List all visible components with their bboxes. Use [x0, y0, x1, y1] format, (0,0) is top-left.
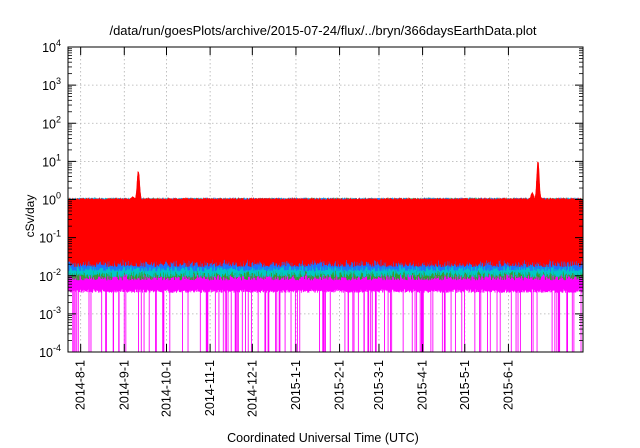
- series-0-top: [67, 161, 584, 203]
- chart-title: /data/run/goesPlots/archive/2015-07-24/f…: [109, 23, 536, 38]
- x-tick-label: 2014-9-1: [117, 360, 131, 410]
- y-tick-label: 10-1: [39, 229, 61, 246]
- x-tick-label: 2015-3-1: [372, 360, 386, 410]
- x-tick-label: 2015-2-1: [333, 360, 347, 410]
- x-tick-label: 2014-12-1: [245, 360, 259, 417]
- x-tick-label: 2014-8-1: [74, 360, 88, 410]
- x-tick-label: 2015-5-1: [458, 360, 472, 410]
- y-tick-label: 103: [42, 76, 61, 93]
- y-tick-label: 10-3: [39, 305, 61, 322]
- y-tick-label: 100: [42, 191, 61, 208]
- x-tick-label: 2014-11-1: [203, 360, 217, 416]
- x-tick-label: 2015-1-1: [289, 360, 303, 410]
- x-tick-label: 2014-10-1: [160, 360, 174, 417]
- y-axis-label: cSv/day: [23, 195, 37, 238]
- y-tick-label: 10-4: [39, 343, 61, 360]
- series-1-top: [67, 178, 584, 203]
- y-tick-label: 10-2: [39, 267, 61, 284]
- tick-labels: 10-4 10-3 10-2 10-1 100 101 102 103 104 2014-8-1 2…: [39, 38, 515, 417]
- y-tick-label: 101: [42, 152, 61, 169]
- x-tick-label: 2015-6-1: [501, 360, 515, 410]
- axes: [67, 46, 584, 353]
- y-tick-label: 104: [42, 38, 61, 55]
- data-layer: [67, 161, 584, 352]
- y-tick-label: 102: [42, 114, 61, 131]
- series-0: [67, 161, 584, 267]
- x-axis-label: Coordinated Universal Time (UTC): [227, 431, 419, 445]
- x-tick-label: 2015-4-1: [416, 360, 430, 410]
